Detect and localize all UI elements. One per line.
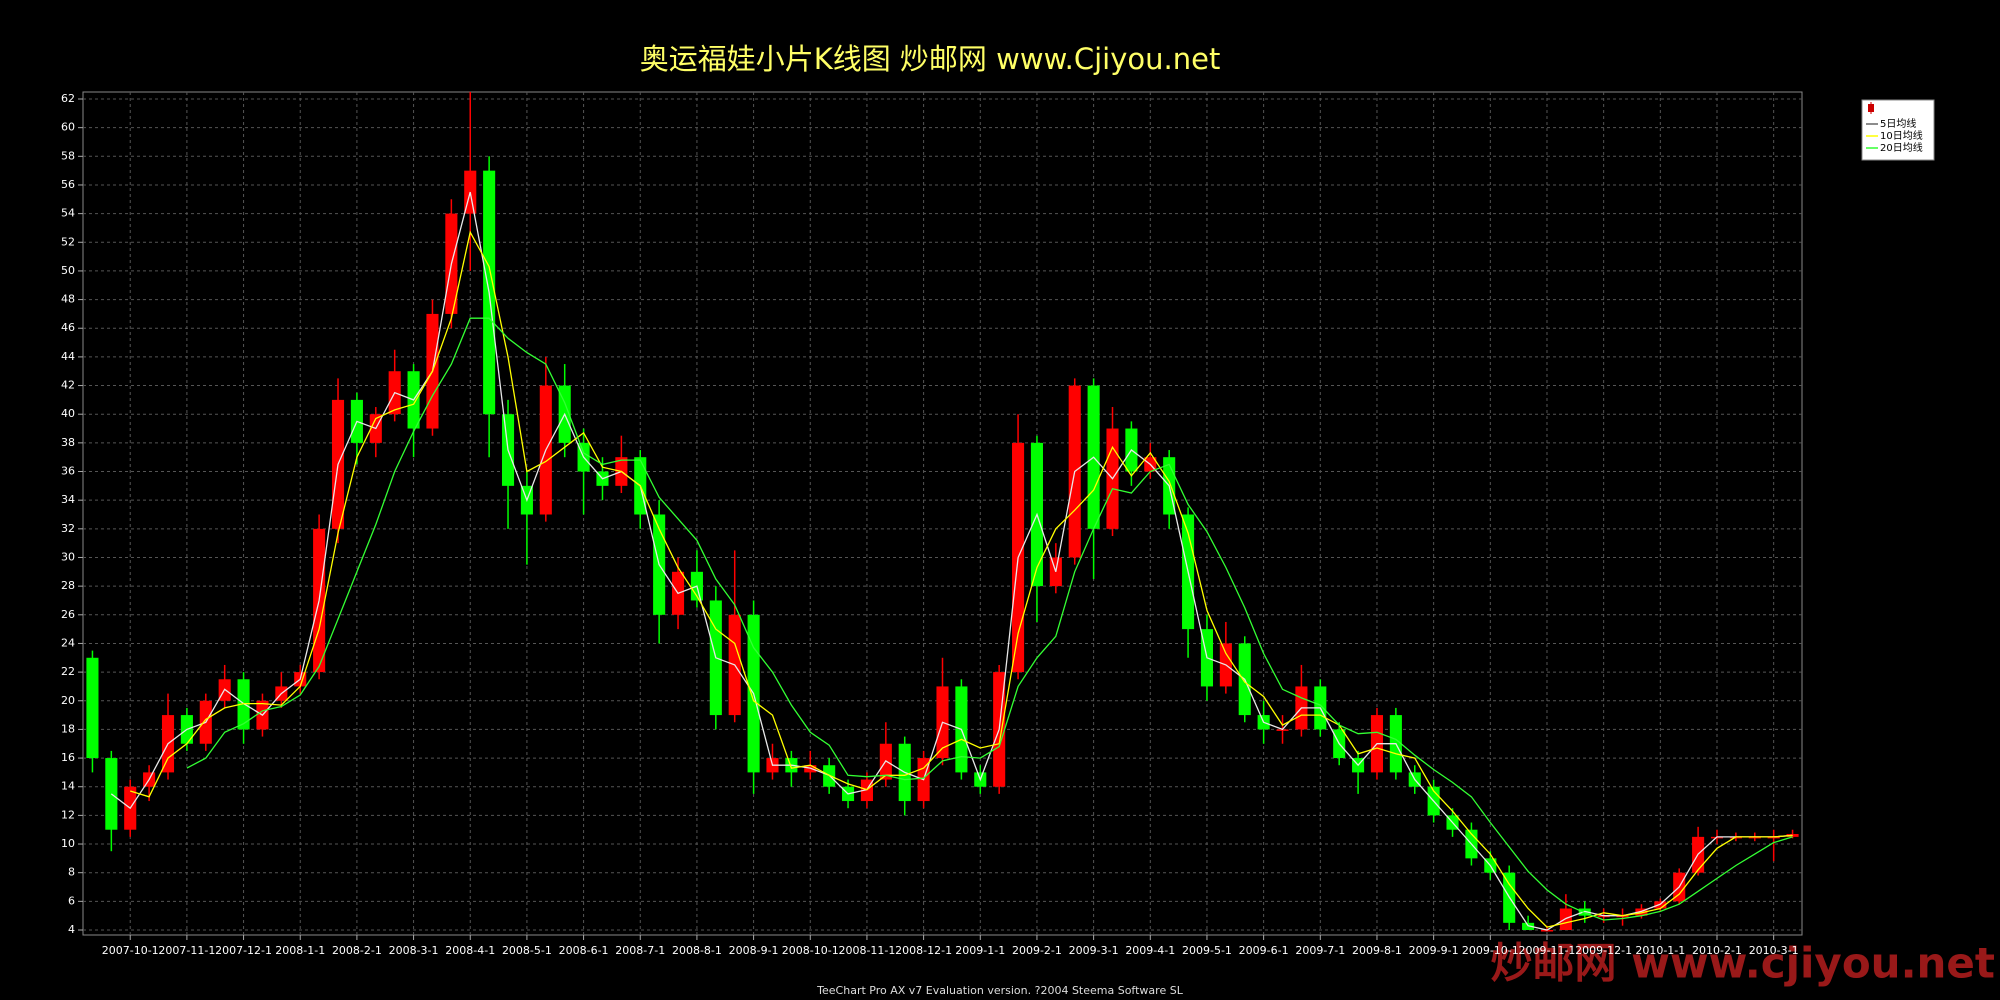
y-tick-label: 58 xyxy=(61,149,75,162)
y-tick-label: 32 xyxy=(61,522,75,535)
y-tick-label: 46 xyxy=(61,321,75,334)
y-tick-label: 4 xyxy=(68,923,75,936)
y-tick-label: 12 xyxy=(61,808,75,821)
x-tick-label: 2008-2-1 xyxy=(332,944,382,957)
candle-body xyxy=(1597,915,1610,918)
legend-label: 10日均线 xyxy=(1880,129,1923,142)
y-tick-label: 48 xyxy=(61,293,75,306)
candle-body xyxy=(1654,901,1667,909)
candle-body xyxy=(1635,908,1648,916)
candle-body xyxy=(1748,836,1761,839)
y-tick-label: 20 xyxy=(61,694,75,707)
y-tick-label: 52 xyxy=(61,235,75,248)
y-tick-label: 38 xyxy=(61,436,75,449)
y-tick-label: 54 xyxy=(61,207,75,220)
x-tick-label: 2008-8-1 xyxy=(672,944,722,957)
y-tick-label: 10 xyxy=(61,837,75,850)
x-tick-label: 2009-10-1 xyxy=(1462,944,1519,957)
y-tick-label: 50 xyxy=(61,264,75,277)
y-tick-label: 26 xyxy=(61,608,75,621)
x-tick-label: 2007-10-1 xyxy=(102,944,159,957)
watermark: 炒邮网 www.cjiyou.net xyxy=(1490,939,1995,988)
x-tick-label: 2008-10-1 xyxy=(782,944,839,957)
x-tick-label: 2008-5-1 xyxy=(502,944,552,957)
y-tick-label: 6 xyxy=(68,894,75,907)
x-tick-label: 2008-1-1 xyxy=(275,944,325,957)
x-tick-label: 2009-5-1 xyxy=(1182,944,1232,957)
y-tick-label: 18 xyxy=(61,722,75,735)
y-tick-label: 14 xyxy=(61,780,75,793)
chart-title: 奥运福娃小片K线图 炒邮网 www.Cjiyou.net xyxy=(640,42,1221,76)
x-tick-label: 2008-7-1 xyxy=(615,944,665,957)
legend-box xyxy=(1861,99,1935,161)
x-tick-label: 2007-12-1 xyxy=(215,944,272,957)
candle-body xyxy=(1767,836,1780,839)
x-tick-label: 2008-12-1 xyxy=(895,944,952,957)
x-tick-label: 2009-3-1 xyxy=(1069,944,1119,957)
y-tick-label: 40 xyxy=(61,407,75,420)
candle-body xyxy=(1616,915,1629,918)
candle-body xyxy=(1522,922,1535,930)
x-tick-label: 2010-2-1 xyxy=(1692,944,1742,957)
x-tick-label: 2009-1-1 xyxy=(955,944,1005,957)
y-tick-label: 62 xyxy=(61,92,75,105)
x-tick-label: 2009-12-1 xyxy=(1575,944,1632,957)
x-tick-label: 2008-11-1 xyxy=(838,944,895,957)
x-tick-label: 2010-3-1 xyxy=(1749,944,1799,957)
x-tick-label: 2010-1-1 xyxy=(1635,944,1685,957)
legend-label: 20日均线 xyxy=(1880,141,1923,154)
x-tick-label: 2009-8-1 xyxy=(1352,944,1402,957)
y-tick-label: 8 xyxy=(68,866,75,879)
x-tick-label: 2009-6-1 xyxy=(1239,944,1289,957)
y-tick-label: 42 xyxy=(61,379,75,392)
x-tick-label: 2008-3-1 xyxy=(389,944,439,957)
candle-body xyxy=(804,765,817,773)
y-tick-label: 22 xyxy=(61,665,75,678)
x-tick-label: 2007-11-1 xyxy=(158,944,215,957)
legend-label: 5日均线 xyxy=(1880,117,1916,130)
x-tick-label: 2009-9-1 xyxy=(1409,944,1459,957)
y-tick-label: 34 xyxy=(61,493,75,506)
x-tick-label: 2009-4-1 xyxy=(1125,944,1175,957)
ma-line xyxy=(186,317,1793,921)
x-tick-label: 2009-2-1 xyxy=(1012,944,1062,957)
y-tick-label: 24 xyxy=(61,636,75,649)
candle-body xyxy=(1540,930,1554,932)
x-tick-label: 2008-9-1 xyxy=(729,944,779,957)
x-tick-label: 2009-7-1 xyxy=(1295,944,1345,957)
x-tick-label: 2008-6-1 xyxy=(559,944,609,957)
plot-frame xyxy=(82,91,1803,936)
x-tick-label: 2009-11-1 xyxy=(1519,944,1576,957)
y-tick-label: 60 xyxy=(61,121,75,134)
ma-line xyxy=(130,230,1793,928)
y-tick-label: 56 xyxy=(61,178,75,191)
candle-body xyxy=(237,679,250,730)
x-tick-label: 2008-4-1 xyxy=(445,944,495,957)
y-tick-label: 36 xyxy=(61,465,75,478)
footer: TeeChart Pro AX v7 Evaluation version. ?… xyxy=(816,984,1184,997)
y-tick-label: 44 xyxy=(61,350,75,363)
y-tick-label: 30 xyxy=(61,550,75,563)
candle-body xyxy=(86,657,99,759)
ma-line xyxy=(110,191,1793,931)
y-tick-label: 28 xyxy=(61,579,75,592)
candle-body xyxy=(1276,729,1289,731)
y-tick-label: 16 xyxy=(61,751,75,764)
